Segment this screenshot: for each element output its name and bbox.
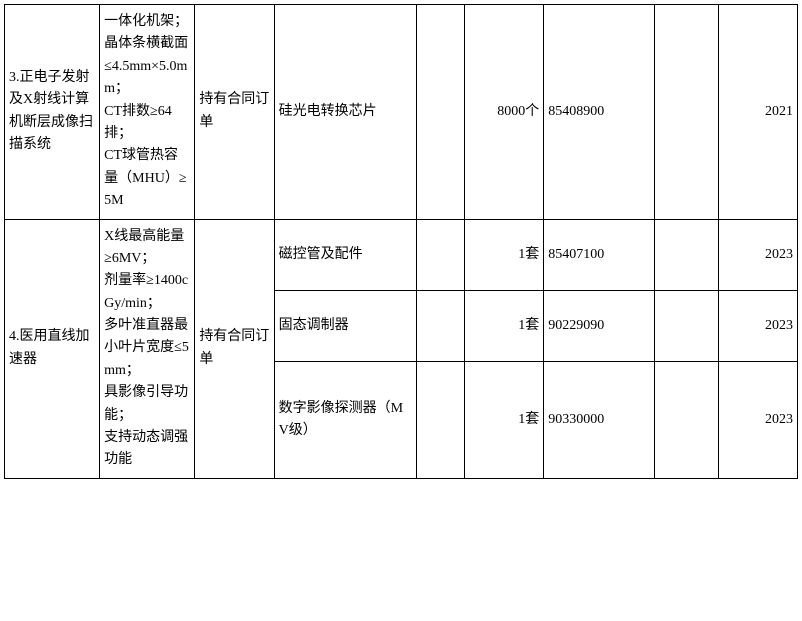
equipment-name: 3.正电子发射及X射线计算机断层成像扫描系统 (5, 5, 100, 220)
equipment-spec: 一体化机架； 晶体条横截面≤4.5mm×5.0mm； CT排数≥64排； CT球… (100, 5, 195, 220)
quantity: 1套 (464, 290, 543, 361)
code: 90330000 (544, 362, 655, 479)
table-row: 3.正电子发射及X射线计算机断层成像扫描系统一体化机架； 晶体条横截面≤4.5m… (5, 5, 798, 220)
code: 85407100 (544, 219, 655, 290)
equipment-table: 3.正电子发射及X射线计算机断层成像扫描系统一体化机架； 晶体条横截面≤4.5m… (4, 4, 798, 479)
condition: 持有合同订单 (195, 5, 274, 220)
equipment-name: 4.医用直线加速器 (5, 219, 100, 478)
condition: 持有合同订单 (195, 219, 274, 478)
quantity: 8000个 (464, 5, 543, 220)
blank-cell (655, 5, 718, 220)
quantity: 1套 (464, 219, 543, 290)
part-name: 磁控管及配件 (274, 219, 417, 290)
part-name: 硅光电转换芯片 (274, 5, 417, 220)
part-name: 数字影像探测器（MV级） (274, 362, 417, 479)
year: 2023 (718, 362, 797, 479)
blank-cell (417, 290, 465, 361)
blank-cell (655, 290, 718, 361)
blank-cell (417, 362, 465, 479)
equipment-spec: X线最高能量≥6MV； 剂量率≥1400cGy/min； 多叶准直器最小叶片宽度… (100, 219, 195, 478)
quantity: 1套 (464, 362, 543, 479)
blank-cell (417, 5, 465, 220)
blank-cell (655, 219, 718, 290)
code: 85408900 (544, 5, 655, 220)
blank-cell (655, 362, 718, 479)
part-name: 固态调制器 (274, 290, 417, 361)
year: 2023 (718, 219, 797, 290)
table-row: 4.医用直线加速器X线最高能量≥6MV； 剂量率≥1400cGy/min； 多叶… (5, 219, 798, 290)
code: 90229090 (544, 290, 655, 361)
blank-cell (417, 219, 465, 290)
year: 2023 (718, 290, 797, 361)
year: 2021 (718, 5, 797, 220)
